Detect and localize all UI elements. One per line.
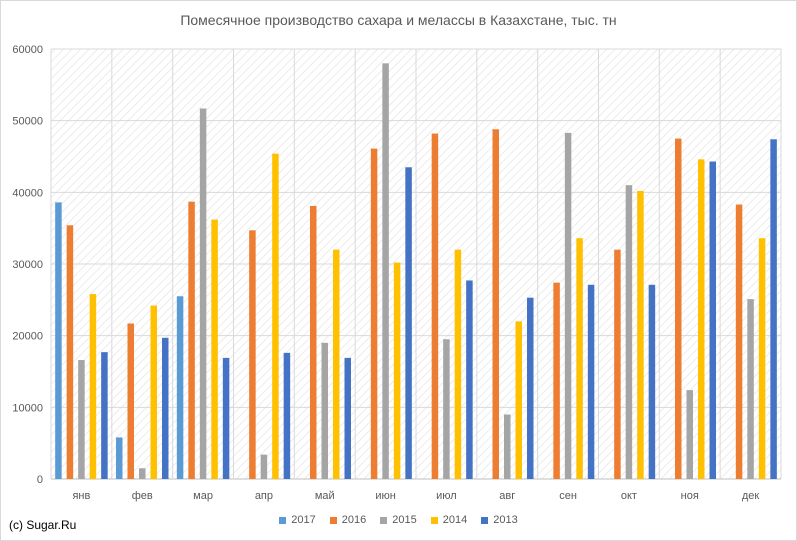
bar-2016-ноя [675,138,682,480]
bar-2017-мар [176,296,184,479]
x-tick-label: янв [72,490,90,502]
bar-2016-сен [553,282,560,479]
bar-2013-июл [466,280,473,479]
bar-2015-окт [625,185,633,479]
y-tick-label: 0 [37,474,43,486]
bar-2015-сен [564,132,572,479]
bar-2016-мар [188,201,195,479]
bar-2015-янв [78,360,85,479]
bar-2015-июн [382,63,389,479]
bar-2014-янв [89,294,97,479]
bar-2013-авг [527,297,534,479]
bar-2015-авг [504,414,511,479]
bar-2014-май [333,249,340,479]
legend-item-2017: 2017 [279,514,316,526]
bars [55,63,777,480]
bar-2014-фев [150,305,157,479]
bar-2014-июн [393,262,401,479]
legend-item-2016: 2016 [329,514,367,526]
bar-2015-июл [443,339,450,479]
legend-label: 2016 [341,514,367,526]
bar-2014-мар [211,219,218,480]
bar-2015-апр [260,454,268,479]
y-tick-label: 40000 [12,187,43,199]
x-tick-label: мар [193,490,213,502]
legend-swatch [481,516,489,524]
bar-2014-окт [637,190,644,479]
bar-2014-сен [576,238,583,479]
bar-2015-мар [199,108,207,479]
bar-2013-янв [101,352,108,479]
bar-2016-фев [127,323,134,479]
copyright-text: (c) Sugar.Ru [9,518,77,532]
bar-2017-фев [116,437,123,479]
y-axis: 0 10000 20000 30000 40000 50000 60000 [12,44,43,486]
legend-swatch [329,516,337,524]
y-tick-label: 20000 [12,331,43,343]
x-tick-label: дек [742,490,760,502]
bar-2013-сен [587,284,595,479]
legend-label: 2014 [442,514,468,526]
bar-2015-фев [139,468,146,479]
y-tick-label: 60000 [12,44,43,56]
legend-swatch [279,516,287,524]
bar-2014-июл [454,249,462,479]
y-tick-label: 30000 [12,259,43,271]
legend-swatch [430,516,438,524]
bar-2016-дек [735,204,743,479]
y-tick-label: 10000 [12,402,43,414]
bar-2013-мар [222,357,230,479]
bar-2017-янв [55,202,62,479]
bar-2014-дек [758,238,766,479]
bar-2015-ноя [686,390,693,479]
x-tick-label: сен [559,490,577,502]
x-tick-label: ноя [681,490,699,502]
bar-2016-июн [370,148,378,479]
legend-label: 2015 [392,514,417,526]
legend: 2017 2016 2015 2014 2013 [1,514,796,526]
x-tick-label: май [315,490,335,502]
bar-2013-июн [405,167,412,479]
bar-2013-ноя [709,161,716,479]
x-tick-label: фев [132,490,153,502]
bar-2013-май [344,357,351,479]
x-tick-label: окт [621,490,637,502]
gridlines [50,48,782,480]
chart-title: Помесячное производство сахара и мелассы… [180,12,617,28]
x-tick-label: апр [255,490,273,502]
x-axis: янв фев мар апр май июн июл авг сен окт ноя дек [72,490,759,502]
legend-item-2013: 2013 [481,514,518,526]
bar-2013-окт [648,284,656,479]
bar-2016-янв [66,225,74,479]
y-tick-label: 50000 [12,116,43,128]
x-tick-label: июн [375,490,395,502]
legend-label: 2017 [291,514,316,526]
legend-item-2014: 2014 [430,514,468,526]
bar-2014-апр [272,153,279,479]
bar-2014-ноя [698,159,705,479]
legend-label: 2013 [493,514,518,526]
bar-2015-дек [747,299,754,479]
bar-2013-апр [283,352,291,479]
bar-2016-май [310,205,317,479]
x-tick-label: авг [499,490,515,502]
bar-2013-дек [770,139,777,480]
bar-2014-авг [515,321,522,479]
x-tick-label: июл [436,490,457,502]
bar-2013-фев [162,337,169,479]
legend-swatch [380,516,388,524]
bar-2016-авг [492,129,499,479]
bar-2016-июл [431,133,439,480]
bar-2015-май [321,342,328,479]
bar-2016-апр [249,230,256,479]
bar-2016-окт [614,249,621,479]
legend-item-2015: 2015 [380,514,417,526]
